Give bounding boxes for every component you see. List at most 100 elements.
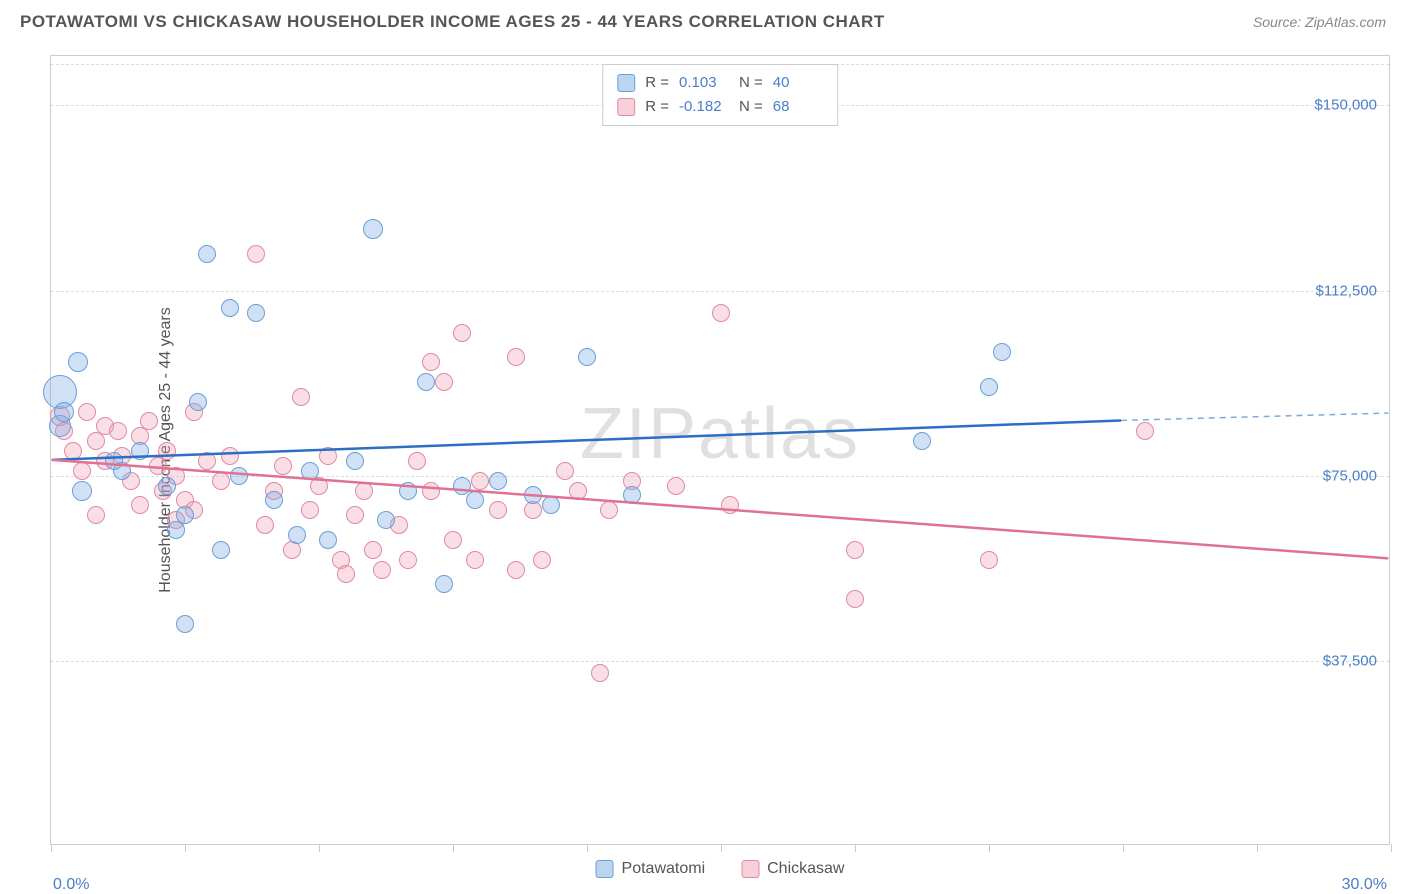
data-point [292, 388, 310, 406]
x-tick [721, 844, 722, 852]
n-label: N = [739, 71, 763, 95]
stats-row-1: R = 0.103 N = 40 [617, 71, 823, 95]
data-point [524, 486, 542, 504]
x-tick [855, 844, 856, 852]
data-point [355, 482, 373, 500]
data-point [980, 378, 998, 396]
x-tick [319, 844, 320, 852]
swatch-blue-icon [596, 860, 614, 878]
data-point [489, 472, 507, 490]
y-tick-label: $37,500 [1323, 652, 1377, 669]
grid-line [51, 661, 1389, 662]
r-value-1: 0.103 [679, 71, 729, 95]
data-point [408, 452, 426, 470]
data-point [212, 541, 230, 559]
data-point [471, 472, 489, 490]
data-point [435, 373, 453, 391]
data-point [1136, 422, 1154, 440]
chart-title: POTAWATOMI VS CHICKASAW HOUSEHOLDER INCO… [20, 12, 885, 32]
data-point [578, 348, 596, 366]
data-point [417, 373, 435, 391]
legend-item-1: Potawatomi [596, 860, 706, 878]
data-point [189, 393, 207, 411]
chart-container: Householder Income Ages 25 - 44 years ZI… [50, 55, 1390, 845]
x-tick [989, 844, 990, 852]
plot-area: $37,500 $75,000 $112,500 $150,000 [51, 56, 1389, 844]
data-point [466, 551, 484, 569]
data-point [68, 352, 88, 372]
data-point [591, 664, 609, 682]
legend-item-2: Chickasaw [741, 860, 844, 878]
n-label: N = [739, 95, 763, 119]
data-point [422, 482, 440, 500]
r-value-2: -0.182 [679, 95, 729, 119]
data-point [288, 526, 306, 544]
x-tick [51, 844, 52, 852]
data-point [230, 467, 248, 485]
data-point [712, 304, 730, 322]
data-point [346, 452, 364, 470]
data-point [158, 477, 176, 495]
x-max-label: 30.0% [1342, 876, 1387, 894]
data-point [131, 496, 149, 514]
data-point [569, 482, 587, 500]
x-min-label: 0.0% [53, 876, 89, 894]
grid-line [51, 476, 1389, 477]
data-point [319, 447, 337, 465]
data-point [221, 447, 239, 465]
data-point [212, 472, 230, 490]
data-point [363, 219, 383, 239]
data-point [198, 245, 216, 263]
data-point [109, 422, 127, 440]
data-point [337, 565, 355, 583]
data-point [247, 304, 265, 322]
y-tick-label: $150,000 [1314, 97, 1377, 114]
data-point [265, 491, 283, 509]
data-point [993, 343, 1011, 361]
data-point [507, 561, 525, 579]
swatch-blue-icon [617, 74, 635, 92]
data-point [158, 442, 176, 460]
grid-line [51, 291, 1389, 292]
data-point [72, 481, 92, 501]
data-point [140, 412, 158, 430]
data-point [623, 486, 641, 504]
data-point [301, 462, 319, 480]
data-point [556, 462, 574, 480]
data-point [87, 506, 105, 524]
data-point [64, 442, 82, 460]
series-legend: Potawatomi Chickasaw [596, 860, 845, 878]
data-point [466, 491, 484, 509]
data-point [346, 506, 364, 524]
x-tick [1123, 844, 1124, 852]
data-point [113, 462, 131, 480]
data-point [176, 506, 194, 524]
data-point [176, 615, 194, 633]
r-label: R = [645, 95, 669, 119]
swatch-pink-icon [741, 860, 759, 878]
data-point [198, 452, 216, 470]
data-point [256, 516, 274, 534]
legend-label-2: Chickasaw [767, 860, 844, 878]
data-point [489, 501, 507, 519]
data-point [913, 432, 931, 450]
data-point [444, 531, 462, 549]
y-tick-label: $112,500 [1316, 282, 1377, 299]
x-tick [1391, 844, 1392, 852]
data-point [453, 324, 471, 342]
data-point [399, 551, 417, 569]
legend-label-1: Potawatomi [622, 860, 706, 878]
data-point [301, 501, 319, 519]
y-tick-label: $75,000 [1323, 467, 1377, 484]
data-point [54, 402, 74, 422]
data-point [131, 442, 149, 460]
data-point [721, 496, 739, 514]
data-point [364, 541, 382, 559]
stats-row-2: R = -0.182 N = 68 [617, 95, 823, 119]
swatch-pink-icon [617, 98, 635, 116]
data-point [422, 353, 440, 371]
n-value-2: 68 [773, 95, 823, 119]
data-point [247, 245, 265, 263]
x-tick [1257, 844, 1258, 852]
r-label: R = [645, 71, 669, 95]
